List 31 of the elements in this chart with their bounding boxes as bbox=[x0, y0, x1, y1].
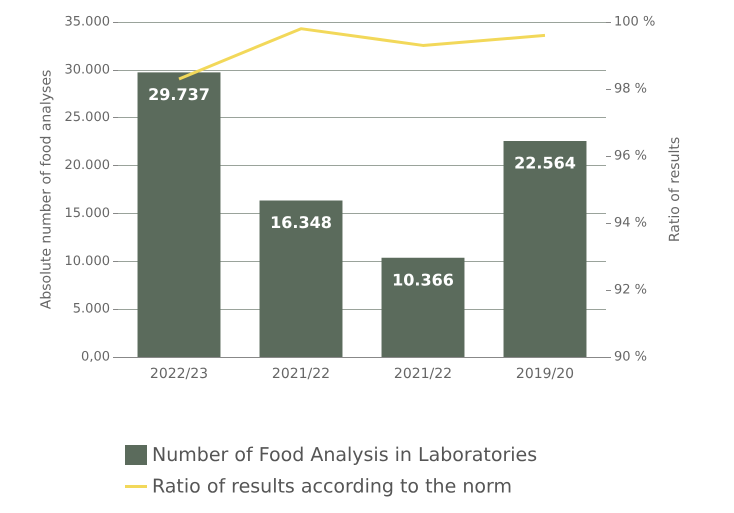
x-tick-label: 2021/22 bbox=[394, 366, 452, 382]
bar bbox=[382, 258, 464, 357]
y2-tick-label: 92 % bbox=[614, 282, 648, 298]
data-label: 16.348 bbox=[270, 213, 332, 232]
bar bbox=[138, 72, 220, 357]
y2-tick-label: 100 % bbox=[614, 14, 656, 30]
legend-label: Ratio of results according to the norm bbox=[152, 476, 512, 498]
y-tick-label: 0,00 bbox=[81, 350, 110, 364]
bar bbox=[260, 200, 342, 357]
y-axis-title: Absolute number of food analyses bbox=[38, 70, 55, 310]
y2-tick-label: 94 % bbox=[614, 216, 648, 230]
y-tick-label: 5.000 bbox=[72, 302, 110, 317]
data-label: 10.366 bbox=[392, 270, 454, 290]
y2-axis-title: Ratio of results bbox=[667, 136, 683, 242]
y-tick-label: 35.000 bbox=[64, 14, 110, 30]
y2-tick-label: 90 % bbox=[614, 350, 648, 364]
y2-tick-label: 96 % bbox=[614, 148, 648, 164]
y-tick-label: 20.000 bbox=[64, 158, 110, 174]
data-label: 29.737 bbox=[148, 84, 210, 104]
x-tick-label: 2019/20 bbox=[516, 366, 574, 382]
bar bbox=[504, 141, 586, 357]
y-tick-label: 30.000 bbox=[64, 62, 110, 78]
y-tick-label: 10.000 bbox=[64, 254, 110, 269]
x-tick-label: 2021/22 bbox=[272, 366, 330, 382]
line-series bbox=[178, 27, 546, 80]
x-tick-label: 2022/23 bbox=[150, 366, 208, 382]
y2-tick-label: 98 % bbox=[614, 82, 648, 96]
y-tick-label: 15.000 bbox=[64, 206, 110, 221]
y-tick-label: 25.000 bbox=[64, 110, 110, 126]
legend-label: Number of Food Analysis in Laboratories bbox=[152, 444, 538, 466]
data-label: 22.564 bbox=[514, 154, 576, 173]
